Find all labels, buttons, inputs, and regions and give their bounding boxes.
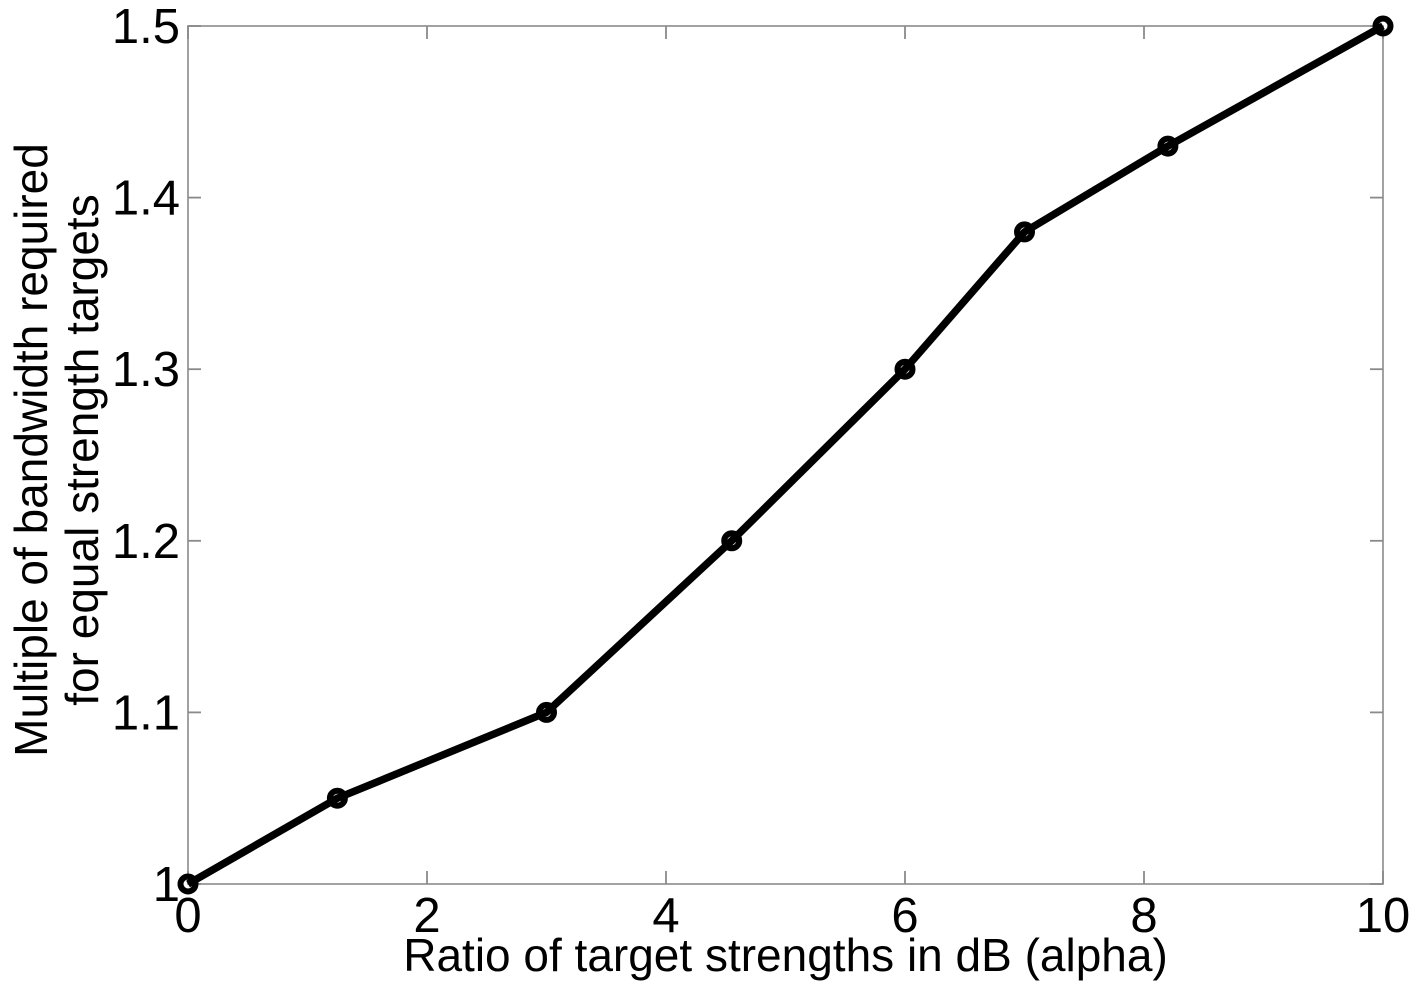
x-tick-label: 10	[1356, 889, 1411, 943]
x-tick-label: 2	[413, 889, 440, 943]
y-tick-label: 1	[153, 858, 180, 912]
x-axis-label: Ratio of target strengths in dB (alpha)	[403, 929, 1168, 981]
data-point-marker	[1014, 221, 1035, 243]
data-point-marker	[894, 358, 916, 380]
y-tick-label: 1.4	[112, 172, 180, 226]
data-line	[186, 22, 1385, 888]
y-tick-label: 1.5	[112, 0, 180, 54]
x-tick-label: 8	[1130, 889, 1157, 943]
data-point-marker	[1372, 15, 1394, 37]
data-point-marker	[536, 701, 557, 723]
y-axis-label: Multiple of bandwidth required for equal…	[5, 100, 110, 800]
y-axis-label-line1: Multiple of bandwidth required	[5, 143, 57, 757]
x-tick-label: 0	[174, 889, 201, 943]
y-tick-label: 1.2	[112, 515, 180, 569]
y-tick-label: 1.3	[112, 343, 180, 397]
data-point-marker	[721, 530, 743, 552]
axes-frame	[187, 25, 1384, 885]
data-point-marker	[177, 873, 199, 895]
data-point-marker	[1157, 135, 1179, 157]
y-axis-label-line2: for equal strength targets	[56, 194, 108, 706]
x-tick-label: 4	[652, 889, 679, 943]
data-point-marker	[326, 787, 348, 809]
y-tick-label: 1.1	[112, 686, 180, 740]
x-tick-label: 6	[891, 889, 918, 943]
